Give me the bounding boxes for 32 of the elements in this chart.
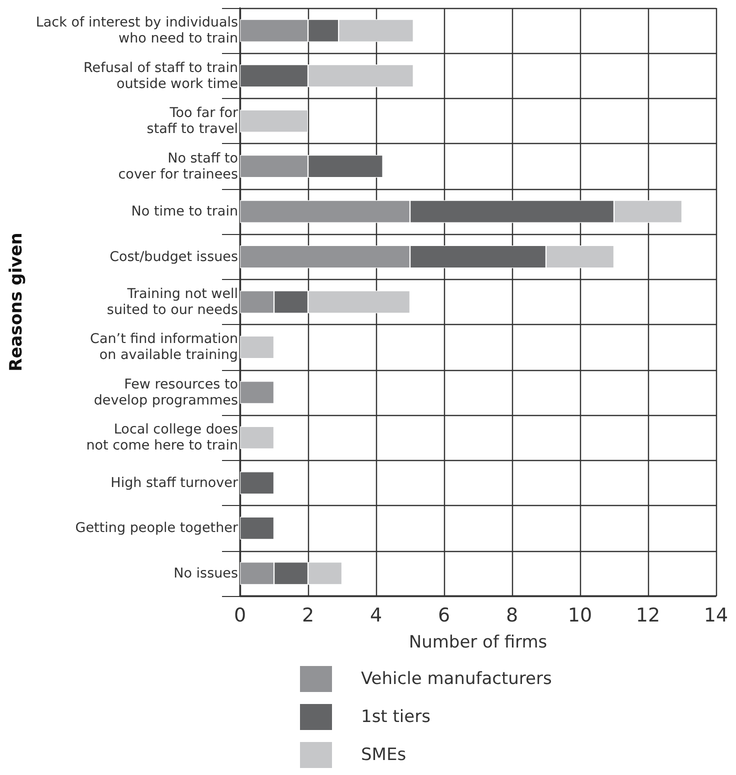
bar — [240, 426, 274, 449]
legend-label: 1st tiers — [361, 707, 431, 727]
bar — [240, 336, 274, 359]
bar — [240, 516, 274, 540]
y-tick-label: High staff turnover — [110, 474, 238, 491]
y-tick-label: Local college does not come here to train — [86, 422, 238, 454]
y-tick-label: No issues — [174, 565, 238, 582]
y-tick-label: Training not well suited to our needs — [106, 286, 238, 318]
x-tick-label: 8 — [506, 604, 518, 626]
bar — [240, 472, 274, 494]
legend-label: Vehicle manufacturers — [361, 669, 552, 689]
y-tick-label: Cost/budget issues — [110, 248, 238, 265]
y-tick-label: Few resources to develop programmes — [94, 376, 238, 408]
x-tick-label: 14 — [704, 604, 728, 626]
y-tick-label: No staff to cover for trainees — [118, 150, 238, 182]
x-axis-title: Number of firms — [408, 632, 548, 652]
y-tick-label: Lack of interest by individuals who need to train — [36, 14, 238, 47]
y-tick-label: Getting people together — [75, 520, 238, 536]
x-tick-label: 4 — [370, 604, 382, 626]
x-tick-label: 0 — [234, 604, 246, 626]
bar — [240, 110, 308, 132]
x-tick-label: 10 — [568, 604, 592, 626]
x-tick-label: 2 — [302, 604, 314, 626]
y-tick-label: Too far for staff to travel — [146, 105, 238, 138]
x-tick-label: 12 — [636, 604, 660, 626]
x-tick-label: 6 — [438, 604, 450, 626]
y-tick-label: Refusal of staff to train outside work time — [84, 60, 238, 92]
legend-label: SMEs — [361, 745, 406, 765]
bar — [240, 381, 274, 404]
y-axis-title: Reasons given — [6, 232, 26, 372]
y-tick-label: No time to train — [131, 204, 238, 220]
y-tick-label: Can’t find information on available training — [90, 331, 238, 364]
